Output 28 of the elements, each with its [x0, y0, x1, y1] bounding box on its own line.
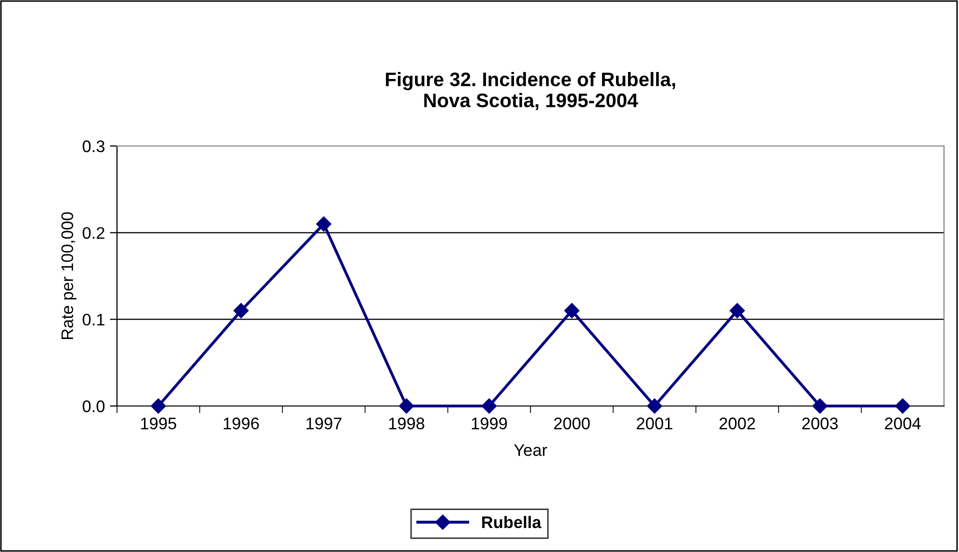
y-tick-label: 0.2 — [82, 227, 104, 239]
x-tick-label: 2000 — [554, 418, 590, 430]
y-tick-label: 0.1 — [82, 314, 104, 326]
y-tick-label: 0.0 — [82, 400, 105, 412]
x-tick-label: 1999 — [472, 418, 507, 430]
point — [150, 398, 166, 414]
point — [564, 303, 580, 318]
x-tick-label: 2002 — [720, 418, 755, 430]
x-tick-label: 1998 — [389, 418, 424, 430]
point — [812, 398, 828, 414]
x-tick-label: 2001 — [636, 418, 672, 430]
y-axis-title: Rate per 100,000 — [61, 212, 76, 340]
x-tick-label: 1995 — [141, 418, 176, 430]
point — [730, 303, 745, 318]
point — [895, 398, 910, 414]
x-axis-title: Year — [514, 444, 548, 456]
x-tick-label: 1996 — [224, 418, 259, 430]
point — [646, 398, 662, 414]
x-tick-label: 2004 — [884, 418, 921, 430]
x-tick-label: 2003 — [802, 418, 838, 430]
point — [316, 216, 332, 232]
x-tick-label: 1997 — [306, 418, 342, 430]
point — [398, 398, 414, 414]
chart-title: Figure 32. Incidence of Rubella, Nova Scotia, 1995-2004 — [386, 72, 676, 110]
y-tick-label: 0.3 — [82, 140, 104, 152]
point — [482, 398, 497, 414]
legend-label: Rubella — [482, 516, 542, 528]
point — [233, 303, 249, 318]
